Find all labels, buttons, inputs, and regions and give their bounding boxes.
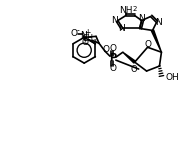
Text: O: O: [109, 44, 116, 53]
Text: OH: OH: [165, 73, 179, 82]
Text: N: N: [118, 24, 125, 33]
Text: P: P: [109, 53, 116, 63]
Text: N: N: [80, 31, 87, 40]
Text: N: N: [138, 14, 145, 23]
Text: O: O: [130, 65, 137, 74]
Text: CH: CH: [83, 34, 94, 43]
Text: 2: 2: [132, 6, 137, 12]
Text: O: O: [82, 38, 89, 47]
Text: N: N: [155, 18, 162, 27]
Text: 3: 3: [92, 39, 96, 44]
Text: N: N: [112, 16, 118, 25]
Text: O: O: [144, 40, 151, 49]
Polygon shape: [123, 52, 135, 63]
Text: O: O: [102, 45, 110, 54]
Text: -: -: [76, 26, 79, 35]
Text: O: O: [70, 29, 77, 38]
Text: O: O: [109, 63, 116, 73]
Polygon shape: [151, 30, 161, 52]
Text: NH: NH: [119, 6, 132, 15]
Text: +: +: [84, 28, 91, 37]
